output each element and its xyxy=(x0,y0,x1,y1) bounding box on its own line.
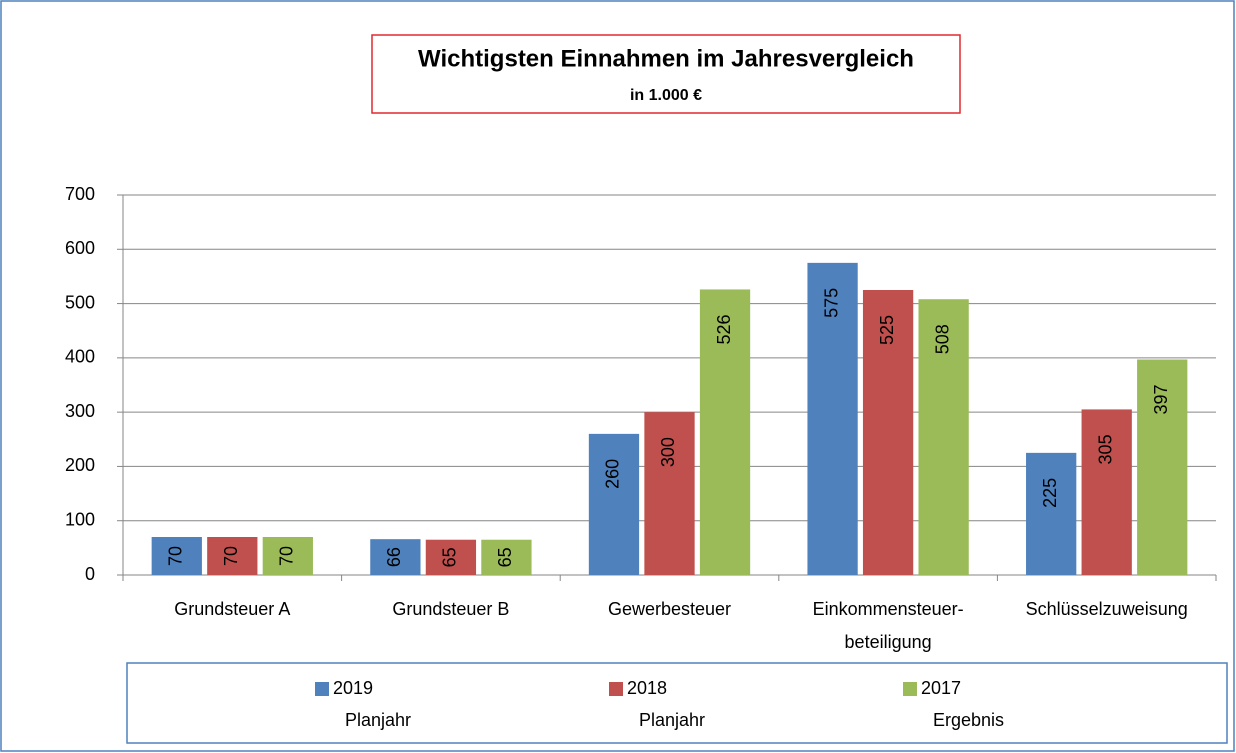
x-tick-label: Grundsteuer B xyxy=(392,599,509,619)
legend-label: 2017 Ergebnis xyxy=(921,678,1004,730)
legend-label: 2019 Planjahr xyxy=(333,678,411,730)
data-label: 300 xyxy=(658,437,678,467)
legend-box xyxy=(126,662,1228,744)
data-label: 508 xyxy=(932,324,952,354)
y-tick-label: 0 xyxy=(85,564,95,584)
bar xyxy=(481,539,532,575)
data-label: 525 xyxy=(877,315,897,345)
y-tick-label: 600 xyxy=(65,238,95,258)
data-label: 575 xyxy=(821,288,841,318)
y-tick-label: 400 xyxy=(65,347,95,367)
data-label: 65 xyxy=(495,547,515,567)
y-tick-label: 300 xyxy=(65,401,95,421)
bar xyxy=(918,299,969,575)
legend-swatch xyxy=(609,682,623,696)
bar xyxy=(1026,452,1077,575)
y-tick-label: 100 xyxy=(65,509,95,529)
data-label: 397 xyxy=(1151,384,1171,414)
bar xyxy=(644,412,695,575)
bar xyxy=(807,262,858,575)
bar xyxy=(699,289,751,575)
data-label: 260 xyxy=(603,459,623,489)
chart-title: Wichtigsten Einnahmen im Jahresvergleich xyxy=(418,45,914,72)
data-label: 526 xyxy=(714,314,734,344)
data-label: 66 xyxy=(384,547,404,567)
legend-label: 2018 Planjahr xyxy=(627,678,705,730)
y-tick-label: 500 xyxy=(65,292,95,312)
bar xyxy=(862,290,914,575)
data-label: 305 xyxy=(1095,434,1115,464)
legend-swatch xyxy=(903,682,917,696)
bar xyxy=(1081,409,1132,575)
title-box xyxy=(371,34,961,114)
y-tick-label: 700 xyxy=(65,184,95,204)
data-label: 70 xyxy=(166,546,186,566)
chart-subtitle: in 1.000 € xyxy=(630,87,702,104)
x-tick-label: Gewerbesteuer xyxy=(608,599,731,619)
data-label: 70 xyxy=(221,546,241,566)
bar xyxy=(588,433,640,575)
legend-swatch xyxy=(315,682,329,696)
data-label: 70 xyxy=(277,546,297,566)
x-tick-label: Schlüsselzuweisung xyxy=(1026,599,1188,619)
bar xyxy=(151,537,202,575)
y-tick-label: 200 xyxy=(65,455,95,475)
data-label: 225 xyxy=(1040,478,1060,508)
bar xyxy=(1137,359,1188,575)
data-label: 65 xyxy=(440,547,460,567)
bar xyxy=(207,537,258,575)
bar xyxy=(262,537,313,575)
bar xyxy=(370,539,421,575)
bar xyxy=(425,539,477,575)
x-tick-label: Einkommensteuer-beteiligung xyxy=(813,599,964,652)
x-tick-label: Grundsteuer A xyxy=(174,599,290,619)
